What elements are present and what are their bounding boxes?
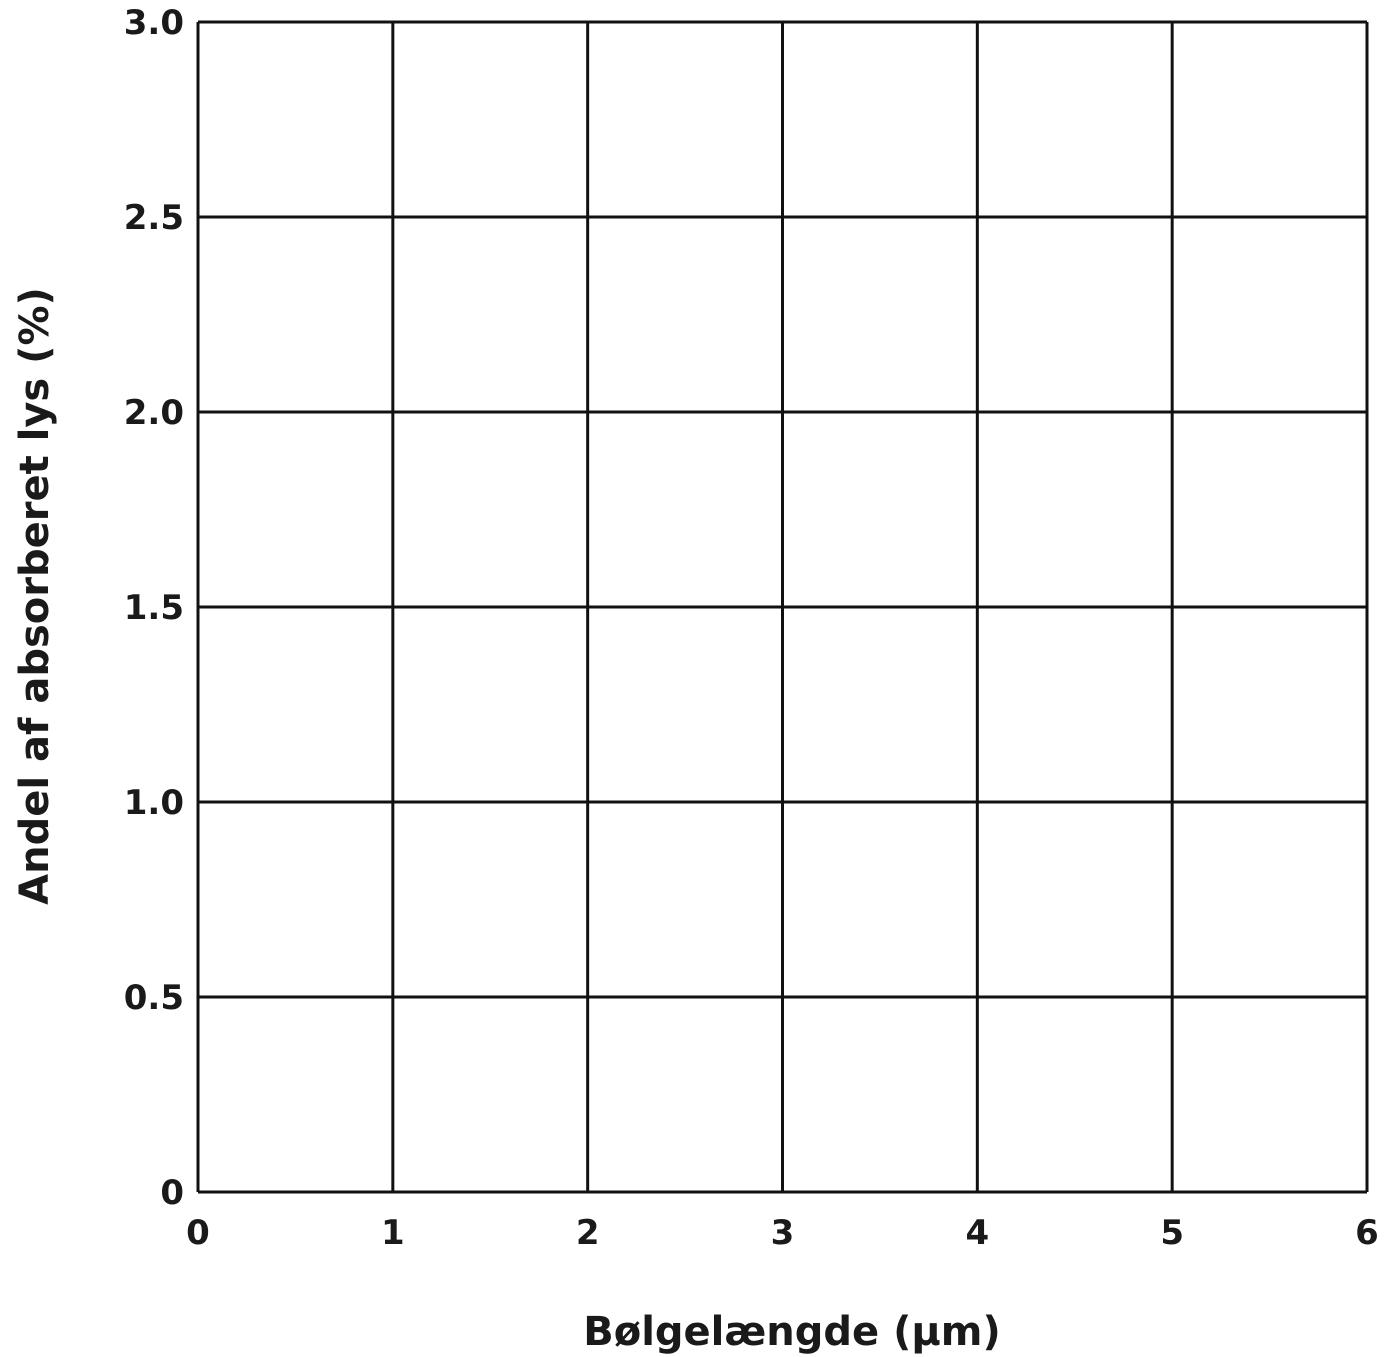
x-axis-title: Bølgelængde (μm) xyxy=(583,1309,1001,1355)
y-tick-label: 3.0 xyxy=(124,3,184,43)
x-tick-label: 6 xyxy=(1355,1213,1379,1253)
y-axis-title: Andel af absorberet lys (%) xyxy=(12,287,58,905)
y-tick-label: 1.5 xyxy=(124,588,184,628)
x-tick-label: 1 xyxy=(381,1213,405,1253)
x-tick-label: 0 xyxy=(186,1213,210,1253)
y-tick-label: 2.5 xyxy=(124,198,184,238)
x-tick-label: 2 xyxy=(576,1213,600,1253)
x-tick-label: 4 xyxy=(965,1213,989,1253)
y-tick-label: 2.0 xyxy=(124,393,184,433)
y-tick-label: 0 xyxy=(160,1173,184,1213)
y-tick-label: 1.0 xyxy=(124,783,184,823)
x-tick-label: 3 xyxy=(771,1213,795,1253)
grid-lines xyxy=(196,20,1369,1194)
y-tick-label: 0.5 xyxy=(124,978,184,1018)
x-tick-labels: 0 1 2 3 4 5 6 xyxy=(186,1213,1379,1253)
x-tick-label: 5 xyxy=(1160,1213,1184,1253)
y-tick-labels: 0 0.5 1.0 1.5 2.0 2.5 3.0 xyxy=(124,3,184,1213)
